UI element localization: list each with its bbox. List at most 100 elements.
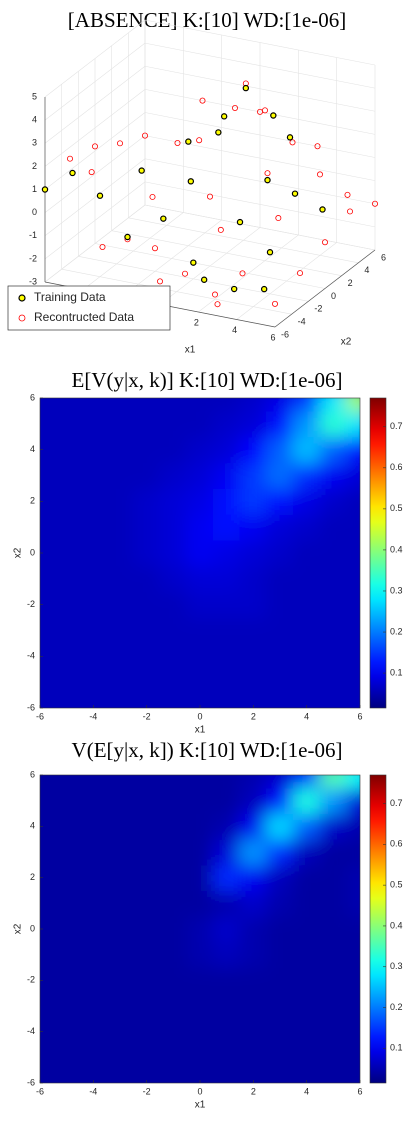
heatmap-cell bbox=[79, 617, 108, 644]
heatmap-cell bbox=[266, 1044, 294, 1071]
training-point bbox=[138, 167, 145, 174]
colorbar bbox=[369, 397, 387, 709]
heatmap-cell bbox=[106, 642, 134, 670]
heatmap-cell bbox=[292, 410, 321, 438]
heatmap-cell bbox=[212, 915, 241, 943]
heatmap-cell bbox=[186, 565, 214, 593]
z-tick-label: 5 bbox=[32, 91, 37, 101]
heatmap-cell bbox=[132, 565, 161, 593]
z-tick-label: 4 bbox=[32, 115, 37, 125]
heatmap-cell bbox=[40, 565, 54, 593]
heatmap-cell bbox=[132, 775, 161, 789]
heatmap-cell bbox=[319, 539, 348, 567]
heatmap-cell bbox=[186, 410, 214, 438]
heatmap-cell bbox=[346, 591, 360, 619]
heatmap-cell bbox=[212, 565, 241, 593]
heatmap-cell bbox=[319, 1044, 348, 1071]
chart-title: [ABSENCE] K:[10] WD:[1e-06] bbox=[68, 8, 346, 32]
heatmap-cell bbox=[346, 967, 360, 994]
heatmap-cell bbox=[40, 410, 54, 438]
heatmap-cell bbox=[52, 591, 81, 619]
x-tick-label: -4 bbox=[89, 711, 97, 721]
reconstructed-point bbox=[206, 193, 213, 200]
x-tick-label: 4 bbox=[232, 325, 237, 335]
heatmap-cell bbox=[40, 813, 54, 840]
heatmap-cell bbox=[239, 1044, 268, 1071]
reconstructed-point bbox=[346, 208, 353, 215]
reconstructed-point bbox=[99, 243, 106, 250]
heatmap-cell bbox=[266, 775, 294, 789]
heatmap-cell bbox=[79, 864, 108, 891]
heatmap-cell bbox=[132, 890, 161, 917]
chart-title: V(E[y|x, k]) K:[10] WD:[1e-06] bbox=[72, 738, 343, 762]
heatmap-cell bbox=[132, 1018, 161, 1045]
heatmap-cell bbox=[346, 775, 360, 789]
heatmap-cell bbox=[266, 642, 294, 670]
heatmap-cell bbox=[212, 410, 241, 438]
reconstructed-point bbox=[214, 301, 221, 308]
heatmap-cell bbox=[266, 565, 294, 593]
heatmap-cell bbox=[79, 539, 108, 567]
training-point bbox=[286, 134, 294, 141]
heatmap-cell bbox=[52, 1044, 81, 1071]
heatmap-cell bbox=[292, 591, 321, 619]
heatmap-cell bbox=[40, 694, 54, 708]
x-tick-label: -4 bbox=[89, 1086, 97, 1096]
reconstructed-point bbox=[314, 143, 321, 150]
heatmap-cell bbox=[292, 941, 321, 968]
z-tick-label: -1 bbox=[29, 230, 37, 240]
heatmap-cell bbox=[40, 398, 54, 412]
heatmap-cell bbox=[159, 775, 188, 789]
z-tick-label: 2 bbox=[32, 161, 37, 171]
grid-line bbox=[44, 89, 146, 167]
training-point bbox=[270, 112, 277, 119]
colorbar-tick-label: 0.2 bbox=[390, 626, 403, 636]
x-axis-label: x1 bbox=[195, 725, 206, 736]
reconstructed-point bbox=[141, 132, 148, 139]
heatmap-cell bbox=[186, 1018, 214, 1045]
heatmap-cell bbox=[266, 436, 294, 464]
z-tick-label: 1 bbox=[32, 184, 37, 194]
heatmap-cell bbox=[132, 642, 161, 670]
x-axis-label: x1 bbox=[195, 1100, 206, 1111]
heatmap-cell bbox=[52, 941, 81, 968]
heatmap-cell bbox=[132, 967, 161, 994]
heatmap-cell bbox=[52, 992, 81, 1020]
heatmap-cell bbox=[132, 487, 161, 515]
heatmap-cell bbox=[212, 787, 241, 814]
heatmap-cell bbox=[292, 513, 321, 541]
colorbar-tick-label: 0.7 bbox=[390, 421, 403, 431]
heatmap-cell bbox=[186, 668, 214, 696]
heatmap-cell bbox=[266, 668, 294, 696]
heatmap-cell bbox=[266, 941, 294, 968]
heatmap-cell bbox=[52, 668, 81, 696]
heatmap-cell bbox=[212, 813, 241, 840]
heatmap-cell bbox=[266, 539, 294, 567]
legend-label: Training Data bbox=[34, 290, 106, 304]
colorbar-tick-label: 0.6 bbox=[390, 462, 403, 472]
heatmap-cell bbox=[52, 642, 81, 670]
heatmap-cell bbox=[40, 941, 54, 968]
heatmap-cell bbox=[79, 487, 108, 515]
heatmap-cell bbox=[52, 864, 81, 891]
heatmap-cell bbox=[52, 1018, 81, 1045]
heatmap-cell bbox=[212, 642, 241, 670]
heatmap-cell bbox=[319, 1069, 348, 1083]
heatmap-cell bbox=[79, 813, 108, 840]
heatmap-cell bbox=[132, 617, 161, 644]
grid-line bbox=[44, 19, 146, 98]
heatmap-cell bbox=[212, 1018, 241, 1045]
reconstructed-point bbox=[117, 140, 124, 147]
heatmap-cell bbox=[40, 787, 54, 814]
heatmap-cell bbox=[106, 539, 134, 567]
heatmap-cell bbox=[292, 668, 321, 696]
heatmap-cell bbox=[106, 694, 134, 708]
x-axis-label: x1 bbox=[185, 345, 196, 356]
training-point bbox=[200, 276, 208, 283]
heatmap-cell bbox=[40, 915, 54, 943]
training-point bbox=[185, 138, 192, 145]
training-point bbox=[69, 169, 76, 177]
heatmap bbox=[40, 398, 360, 708]
y-tick-label: 6 bbox=[30, 392, 35, 402]
grid-line bbox=[111, 230, 342, 276]
